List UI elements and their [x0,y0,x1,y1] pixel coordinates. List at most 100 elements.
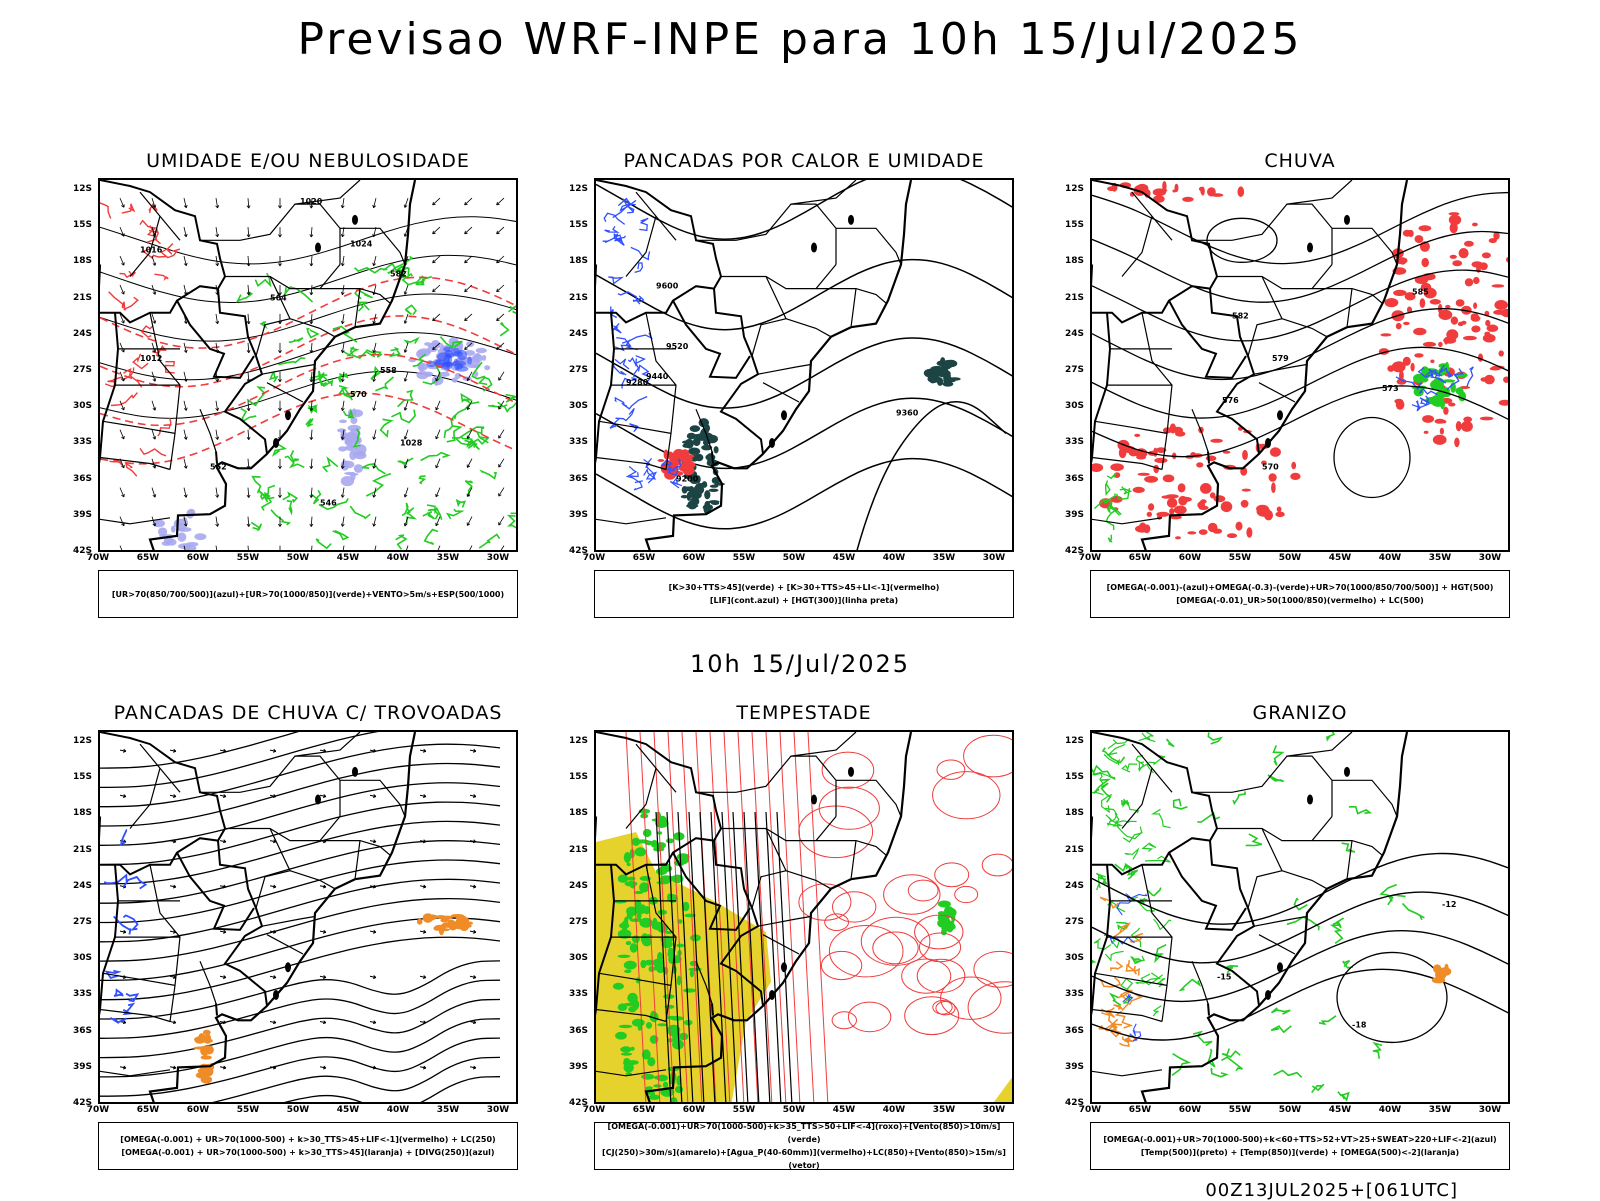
panel-title-tempestade: TEMPESTADE [736,702,872,724]
legend-line: [OMEGA(-0.001) + UR>70(1000-500) + k>30_… [120,1135,496,1144]
contour-label: 1024 [350,239,373,248]
lat-tick-label: 33S [72,437,92,448]
lat-tick-label: 21S [568,844,588,855]
lon-tick-label: 50W [1278,1105,1302,1115]
lat-tick-label: 21S [1064,844,1084,855]
contour-label: 9520 [666,342,689,351]
contour-label: -18 [1352,1021,1367,1030]
lon-tick-label: 55W [1228,553,1252,563]
contour-label: 9440 [646,372,669,381]
lat-tick-label: 24S [568,880,588,891]
lat-tick-label: 42S [1064,546,1084,556]
contour-label: 576 [1222,396,1239,405]
contour-label: 9360 [896,408,919,417]
lon-tick-label: 60W [682,1105,706,1115]
legend-box-umidade: [UR>70(850/700/500)](azul)+[UR>70(1000/8… [98,570,518,618]
lon-tick-label: 65W [632,553,656,563]
lon-tick-label: 35W [932,553,956,563]
lat-tick-label: 42S [1064,1098,1084,1108]
lat-tick-label: 15S [72,220,92,231]
lat-tick-label: 30S [568,401,588,412]
contour-label: 1016 [140,245,163,254]
lat-tick-label: 18S [1064,256,1084,267]
legend-line: [OMEGA(-0.001)+UR>70(1000-500)+k<60+TTS>… [1103,1135,1497,1144]
map-svg-trovoadas [100,732,501,1102]
lat-tick-label: 30S [1064,401,1084,412]
lon-tick-label: 30W [1478,1105,1502,1115]
lon-tick-label: 50W [1278,553,1302,563]
lat-tick-label: 12S [72,184,92,195]
lon-tick-label: 40W [882,1105,906,1115]
lat-tick-label: 30S [1064,953,1084,964]
lat-tick-label: 42S [568,546,588,556]
map-panel-chuva: 585 582 579 576 573 570 [1090,178,1510,552]
lat-tick-label: 36S [568,473,588,484]
lon-tick-label: 60W [186,1105,210,1115]
contour-label: 1028 [400,438,423,447]
panel-title-granizo: GRANIZO [1252,702,1348,724]
lon-tick-label: 70W [86,1105,110,1115]
lat-tick-label: 27S [72,365,92,376]
lat-tick-label: 21S [72,844,92,855]
lat-tick-label: 12S [568,736,588,747]
legend-line: [OMEGA(-0.001) + UR>70(1000-500) + k>30_… [121,1148,495,1157]
lon-tick-label: 35W [436,1105,460,1115]
contour-label: 570 [1262,463,1279,472]
lat-tick-label: 27S [1064,917,1084,928]
legend-line: [CJ(250)>30m/s](amarelo)+[Agua_P(40-60mm… [602,1148,1006,1170]
legend-line: [LIF](cont.azul) + [HGT(300)](linha pret… [709,596,899,605]
lat-tick-label: 18S [1064,808,1084,819]
panel-title-chuva: CHUVA [1264,150,1336,172]
lat-tick-label: 24S [72,328,92,339]
main-title: Previsao WRF-INPE para 10h 15/Jul/2025 [297,14,1303,65]
legend-line: [OMEGA(-0.01)_UR>50(1000/850)(vermelho) … [1176,596,1424,605]
lat-tick-label: 36S [72,473,92,484]
map-panel-pancadas-calor: 9600 9520 9440 9360 9280 9200 [594,178,1014,552]
lon-tick-label: 70W [86,553,110,563]
lat-tick-label: 15S [568,772,588,783]
lat-tick-label: 12S [1064,736,1084,747]
lat-tick-label: 12S [568,184,588,195]
contour-label: 9600 [656,282,679,291]
lat-tick-label: 15S [1064,772,1084,783]
contour-label: 582 [390,270,407,279]
lat-tick-label: 21S [72,292,92,303]
map-svg-granizo: -12 -15 -18 [1092,732,1508,1102]
map-panel-trovoadas [98,730,518,1104]
lon-tick-label: 35W [1428,1105,1452,1115]
lat-tick-label: 39S [72,1061,92,1072]
panel-title-umidade: UMIDADE E/OU NEBULOSIDADE [146,150,470,172]
legend-box-chuva: [OMEGA(-0.001)-(azul)+OMEGA(-0.3)-(verde… [1090,570,1510,618]
lon-tick-label: 60W [1178,1105,1202,1115]
contour-label: -12 [1442,900,1456,909]
lat-tick-label: 18S [568,256,588,267]
lat-tick-label: 30S [568,953,588,964]
lon-tick-label: 40W [386,553,410,563]
lat-tick-label: 24S [1064,328,1084,339]
lat-tick-label: 39S [568,1061,588,1072]
lon-tick-label: 30W [982,553,1006,563]
lon-tick-label: 55W [732,553,756,563]
lon-tick-label: 45W [336,553,360,563]
lat-tick-label: 15S [568,220,588,231]
contour-label: 570 [350,390,367,399]
lat-tick-label: 27S [72,917,92,928]
lon-tick-label: 50W [782,1105,806,1115]
lat-tick-label: 42S [568,1098,588,1108]
lat-tick-label: 27S [568,365,588,376]
lat-tick-label: 27S [568,917,588,928]
lon-tick-label: 30W [486,553,510,563]
lat-tick-label: 30S [72,953,92,964]
map-svg-tempestade [596,732,1012,1102]
lon-tick-label: 50W [782,553,806,563]
lat-tick-label: 39S [1064,1061,1084,1072]
lat-tick-label: 27S [1064,365,1084,376]
contour-label: 573 [1382,384,1399,393]
lat-tick-label: 33S [568,989,588,1000]
lon-tick-label: 55W [1228,1105,1252,1115]
panel-title-pancadas-calor: PANCADAS POR CALOR E UMIDADE [623,150,985,172]
lat-tick-label: 21S [1064,292,1084,303]
contour-label: 564 [270,294,287,303]
lat-tick-label: 33S [1064,437,1084,448]
